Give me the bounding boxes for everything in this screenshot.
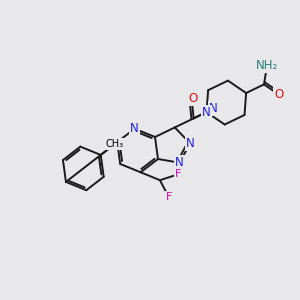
Text: F: F — [175, 169, 181, 179]
Text: N: N — [202, 106, 211, 118]
Text: NH₂: NH₂ — [256, 59, 278, 72]
Text: N: N — [209, 102, 218, 115]
Text: F: F — [166, 192, 172, 202]
Text: N: N — [186, 137, 194, 150]
Text: O: O — [274, 88, 283, 101]
Text: N: N — [130, 122, 139, 135]
Text: O: O — [188, 92, 197, 105]
Text: N: N — [175, 156, 184, 169]
Text: CH₃: CH₃ — [106, 139, 124, 149]
